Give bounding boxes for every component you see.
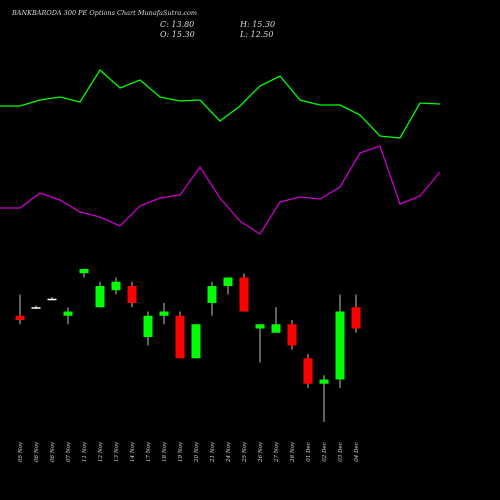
- x-tick-label: 25 Nov: [242, 441, 248, 463]
- x-tick-label: 21 Nov: [210, 441, 216, 463]
- x-tick-label: 01 Dec: [306, 442, 312, 462]
- candle-body: [15, 315, 25, 320]
- x-tick-label: 03 Dec: [338, 442, 344, 462]
- candle-body: [255, 324, 265, 329]
- x-tick-label: 11 Nov: [82, 441, 88, 462]
- candle-body: [271, 324, 281, 333]
- x-tick-label: 19 Nov: [178, 441, 184, 462]
- x-tick-label: 06 Nov: [34, 441, 40, 462]
- candle-body: [111, 281, 121, 291]
- candle-body: [239, 277, 249, 312]
- x-tick-label: 02 Dec: [322, 442, 328, 462]
- chart-title: BANKBARODA 300 PE Options Chart MunafaSu…: [12, 9, 198, 17]
- lower-indicator-line: [0, 145, 441, 235]
- low-value: L: 12.50: [240, 30, 274, 39]
- x-tick-label: 18 Nov: [162, 441, 168, 462]
- candle-body: [47, 298, 57, 301]
- candle-body: [79, 269, 89, 274]
- x-tick-label: 14 Nov: [130, 441, 136, 462]
- candle-body: [63, 311, 73, 316]
- candle-body: [191, 324, 201, 359]
- candle-body: [303, 358, 313, 384]
- candle-body: [319, 379, 329, 384]
- high-value: H: 15.30: [240, 20, 276, 29]
- x-tick-label: 06 Nov: [50, 441, 56, 462]
- candle-body: [223, 277, 233, 286]
- x-tick-label: 05 Nov: [18, 441, 24, 462]
- x-tick-label: 17 Nov: [146, 441, 152, 462]
- candle-body: [351, 307, 361, 329]
- x-tick-label: 07 Nov: [66, 441, 72, 462]
- x-tick-label: 26 Nov: [258, 441, 264, 463]
- candle-body: [95, 286, 105, 308]
- x-tick-label: 13 Nov: [114, 441, 120, 462]
- x-tick-label: 20 Nov: [194, 441, 200, 463]
- upper-indicator-line: [0, 68, 441, 139]
- candle-body: [335, 311, 345, 380]
- candle-body: [143, 315, 153, 337]
- candle-body: [175, 315, 185, 359]
- x-tick-label: 24 Nov: [226, 441, 232, 463]
- candle-body: [127, 286, 137, 303]
- candle-body: [31, 307, 41, 309]
- candle-body: [207, 286, 217, 303]
- x-tick-label: 12 Nov: [98, 441, 104, 462]
- x-tick-label: 04 Dec: [354, 442, 360, 462]
- candle-body: [287, 324, 297, 346]
- open-value: O: 15.30: [160, 30, 195, 39]
- close-value: C: 13.80: [160, 20, 195, 29]
- candle-body: [159, 311, 169, 316]
- x-tick-label: 28 Nov: [290, 441, 296, 463]
- x-tick-label: 27 Nov: [274, 441, 280, 463]
